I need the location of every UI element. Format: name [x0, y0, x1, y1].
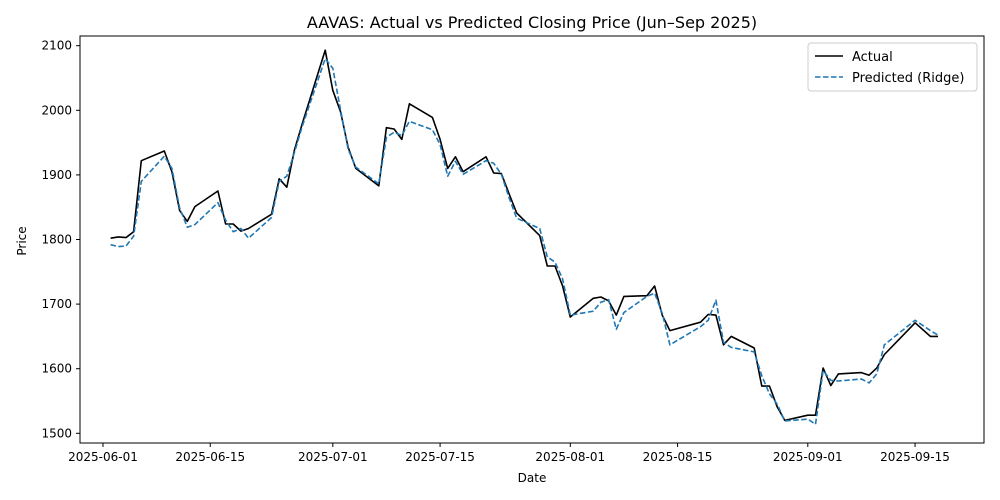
series-line-predicted: [110, 57, 939, 426]
x-tick-label: 2025-09-15: [880, 450, 950, 464]
x-tick-label: 2025-08-01: [535, 450, 605, 464]
series-line-actual: [110, 49, 938, 422]
y-tick-label: 2000: [41, 103, 72, 117]
x-tick-label: 2025-06-15: [175, 450, 245, 464]
x-tick-label: 2025-08-15: [643, 450, 713, 464]
y-tick-label: 1800: [41, 233, 72, 247]
legend-label-actual: Actual: [852, 50, 893, 65]
chart-title: AAVAS: Actual vs Predicted Closing Price…: [307, 13, 757, 32]
y-axis-label: Price: [15, 226, 29, 255]
x-tick-label: 2025-06-01: [68, 450, 138, 464]
legend-box: [807, 42, 978, 92]
y-tick-label: 1700: [41, 297, 72, 311]
x-axis-label: Date: [518, 471, 547, 485]
y-tick-label: 1600: [41, 362, 72, 376]
legend: Actual Predicted (Ridge): [807, 42, 978, 92]
x-tick-label: 2025-07-01: [298, 450, 368, 464]
y-tick-label: 2100: [41, 39, 72, 53]
x-tick-label: 2025-07-15: [405, 450, 475, 464]
series-layer: [110, 49, 939, 426]
y-tick-label: 1900: [41, 168, 72, 182]
legend-label-predicted: Predicted (Ridge): [852, 71, 964, 86]
y-tick-label: 1500: [41, 426, 72, 440]
plot-frame: [79, 35, 985, 444]
x-tick-label: 2025-09-01: [773, 450, 843, 464]
ticks-layer: 2025-06-01 2025-06-15 2025-07-01 2025-07-15…: [41, 39, 949, 464]
